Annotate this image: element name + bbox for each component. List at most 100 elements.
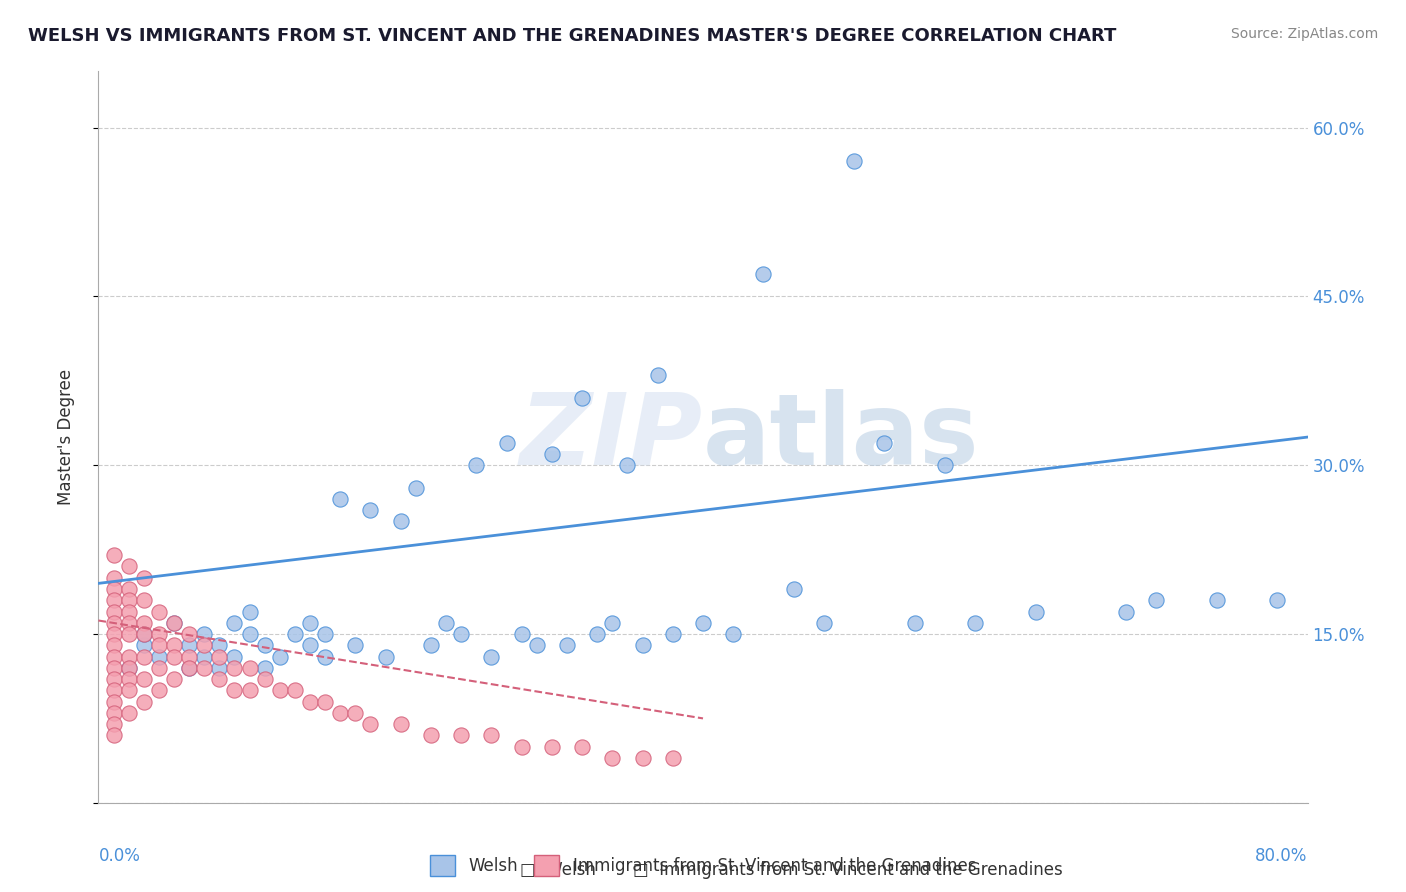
Point — [526, 638, 548, 652]
Point — [450, 728, 472, 742]
Text: □  Welsh: □ Welsh — [520, 862, 596, 880]
Point — [118, 615, 141, 630]
Point — [540, 447, 562, 461]
Point — [844, 154, 866, 169]
Point — [148, 649, 170, 664]
Point — [647, 368, 669, 383]
Point — [239, 683, 262, 698]
Point — [329, 706, 352, 720]
Text: ZIP: ZIP — [520, 389, 703, 485]
Point — [193, 649, 215, 664]
Point — [132, 638, 155, 652]
Point — [103, 615, 125, 630]
Text: WELSH VS IMMIGRANTS FROM ST. VINCENT AND THE GRENADINES MASTER'S DEGREE CORRELAT: WELSH VS IMMIGRANTS FROM ST. VINCENT AND… — [28, 27, 1116, 45]
Point — [103, 582, 125, 596]
Text: 0.0%: 0.0% — [98, 847, 141, 864]
Point — [179, 661, 201, 675]
Point — [374, 649, 396, 664]
Point — [103, 728, 125, 742]
Point — [299, 638, 322, 652]
Point — [103, 627, 125, 641]
Point — [661, 627, 683, 641]
Point — [631, 751, 654, 765]
Point — [299, 694, 322, 708]
Point — [239, 661, 262, 675]
Point — [103, 672, 125, 686]
Point — [224, 615, 246, 630]
Point — [389, 515, 412, 529]
Point — [224, 661, 246, 675]
Point — [873, 435, 896, 450]
Point — [224, 683, 246, 698]
Point — [193, 638, 215, 652]
Point — [103, 717, 125, 731]
Point — [616, 458, 638, 473]
Point — [103, 605, 125, 619]
Point — [103, 638, 125, 652]
Point — [118, 627, 141, 641]
Point — [450, 627, 472, 641]
Point — [904, 615, 927, 630]
Point — [571, 391, 593, 405]
Point — [813, 615, 835, 630]
Point — [208, 649, 231, 664]
Point — [103, 649, 125, 664]
Point — [602, 751, 624, 765]
Point — [193, 661, 215, 675]
Point — [118, 672, 141, 686]
Point — [148, 661, 170, 675]
Point — [132, 649, 155, 664]
Point — [253, 638, 276, 652]
Point — [269, 649, 291, 664]
Point — [344, 706, 367, 720]
Point — [103, 706, 125, 720]
Point — [314, 649, 336, 664]
Point — [571, 739, 593, 754]
Point — [132, 593, 155, 607]
Point — [148, 627, 170, 641]
Text: □  Immigrants from St. Vincent and the Grenadines: □ Immigrants from St. Vincent and the Gr… — [633, 862, 1063, 880]
Point — [934, 458, 956, 473]
Point — [118, 649, 141, 664]
Point — [103, 683, 125, 698]
Point — [148, 605, 170, 619]
Point — [253, 672, 276, 686]
Point — [224, 649, 246, 664]
Point — [132, 571, 155, 585]
Point — [481, 649, 503, 664]
Point — [132, 694, 155, 708]
Point — [495, 435, 517, 450]
Point — [253, 661, 276, 675]
Point — [420, 728, 443, 742]
Point — [103, 548, 125, 562]
Point — [132, 627, 155, 641]
Point — [555, 638, 578, 652]
Point — [179, 638, 201, 652]
Point — [631, 638, 654, 652]
Point — [118, 661, 141, 675]
Text: Source: ZipAtlas.com: Source: ZipAtlas.com — [1230, 27, 1378, 41]
Point — [344, 638, 367, 652]
Point — [132, 627, 155, 641]
Point — [481, 728, 503, 742]
Point — [208, 672, 231, 686]
Point — [692, 615, 714, 630]
Point — [118, 683, 141, 698]
Point — [510, 627, 533, 641]
Y-axis label: Master's Degree: Master's Degree — [56, 369, 75, 505]
Point — [783, 582, 806, 596]
Point — [405, 481, 427, 495]
Point — [1267, 593, 1289, 607]
Point — [103, 571, 125, 585]
Point — [1144, 593, 1167, 607]
Point — [510, 739, 533, 754]
Point — [284, 627, 307, 641]
Point — [329, 491, 352, 506]
Point — [163, 672, 186, 686]
Point — [179, 649, 201, 664]
Point — [269, 683, 291, 698]
Point — [118, 706, 141, 720]
Point — [118, 559, 141, 574]
Point — [103, 593, 125, 607]
Point — [1115, 605, 1137, 619]
